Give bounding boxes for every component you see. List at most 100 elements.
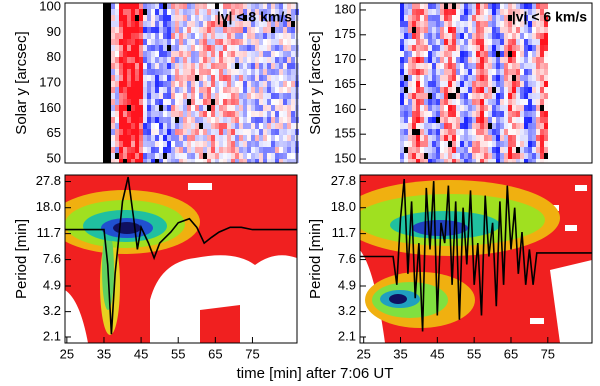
image-cell [155, 87, 159, 93]
image-cell [115, 45, 119, 51]
image-cell [131, 105, 135, 111]
image-cell [139, 105, 143, 111]
image-cell [504, 69, 508, 75]
image-cell [452, 63, 456, 69]
image-cell [187, 15, 191, 21]
image-cell [448, 45, 452, 51]
image-cell [544, 159, 548, 163]
image-cell [468, 81, 472, 87]
image-cell [540, 129, 544, 135]
image-cell [143, 159, 147, 163]
image-cell [251, 147, 255, 153]
image-cell [456, 33, 460, 39]
image-cell [167, 45, 171, 51]
image-cell [464, 153, 468, 159]
image-cell [544, 111, 548, 117]
image-cell [416, 27, 420, 33]
image-cell [159, 9, 163, 15]
image-cell [103, 117, 107, 123]
image-cell [484, 15, 488, 21]
image-cell [195, 51, 199, 57]
image-cell [464, 135, 468, 141]
image-cell [472, 81, 476, 87]
image-cell [175, 57, 179, 63]
image-cell [135, 111, 139, 117]
image-cell [183, 63, 187, 69]
image-cell [259, 27, 263, 33]
image-cell [508, 111, 512, 117]
image-cell [468, 99, 472, 105]
image-cell [111, 3, 115, 9]
image-cell [199, 51, 203, 57]
image-cell [540, 33, 544, 39]
image-cell [448, 111, 452, 117]
image-cell [283, 75, 287, 81]
image-cell [159, 93, 163, 99]
image-cell [183, 45, 187, 51]
image-cell [263, 51, 267, 57]
image-cell [127, 129, 131, 135]
image-cell [207, 105, 211, 111]
image-cell [476, 33, 480, 39]
image-cell [271, 81, 275, 87]
image-cell [187, 141, 191, 147]
image-cell [508, 123, 512, 129]
image-cell [207, 3, 211, 9]
image-cell [107, 147, 111, 153]
image-cell [444, 63, 448, 69]
image-cell [428, 87, 432, 93]
image-cell [544, 9, 548, 15]
image-cell [512, 69, 516, 75]
image-cell [464, 3, 468, 9]
image-cell [151, 27, 155, 33]
y-axis-label: Solar y [arcsec] [13, 31, 30, 134]
image-cell [143, 51, 147, 57]
image-cell [171, 81, 175, 87]
x-tick-label: 55 [171, 346, 185, 361]
image-cell [191, 21, 195, 27]
image-cell [279, 57, 283, 63]
image-cell [195, 129, 199, 135]
image-cell [255, 51, 259, 57]
image-cell [540, 75, 544, 81]
image-cell [287, 75, 291, 81]
image-cell [211, 39, 215, 45]
image-cell [404, 75, 408, 81]
image-cell [231, 117, 235, 123]
image-cell [135, 147, 139, 153]
image-cell [103, 57, 107, 63]
image-cell [428, 21, 432, 27]
image-cell [283, 99, 287, 105]
image-cell [251, 99, 255, 105]
image-cell [259, 45, 263, 51]
image-cell [480, 141, 484, 147]
image-cell [251, 27, 255, 33]
image-cell [412, 87, 416, 93]
image-cell [424, 129, 428, 135]
image-cell [239, 87, 243, 93]
image-cell [103, 111, 107, 117]
image-cell [544, 15, 548, 21]
image-cell [540, 135, 544, 141]
image-cell [416, 39, 420, 45]
image-cell [235, 87, 239, 93]
image-cell [291, 87, 295, 93]
image-cell [456, 57, 460, 63]
image-cell [544, 153, 548, 159]
image-cell [468, 111, 472, 117]
image-cell [432, 81, 436, 87]
image-cell [191, 3, 195, 9]
image-cell [267, 153, 271, 159]
image-cell [247, 153, 251, 159]
y-tick-label: 175 [334, 26, 356, 41]
image-cell [464, 129, 468, 135]
image-cell [207, 129, 211, 135]
image-cell [404, 153, 408, 159]
image-cell [444, 57, 448, 63]
image-cell [544, 99, 548, 105]
image-cell [472, 117, 476, 123]
image-cell [127, 87, 131, 93]
image-cell [444, 135, 448, 141]
image-cell [532, 129, 536, 135]
image-cell [255, 45, 259, 51]
